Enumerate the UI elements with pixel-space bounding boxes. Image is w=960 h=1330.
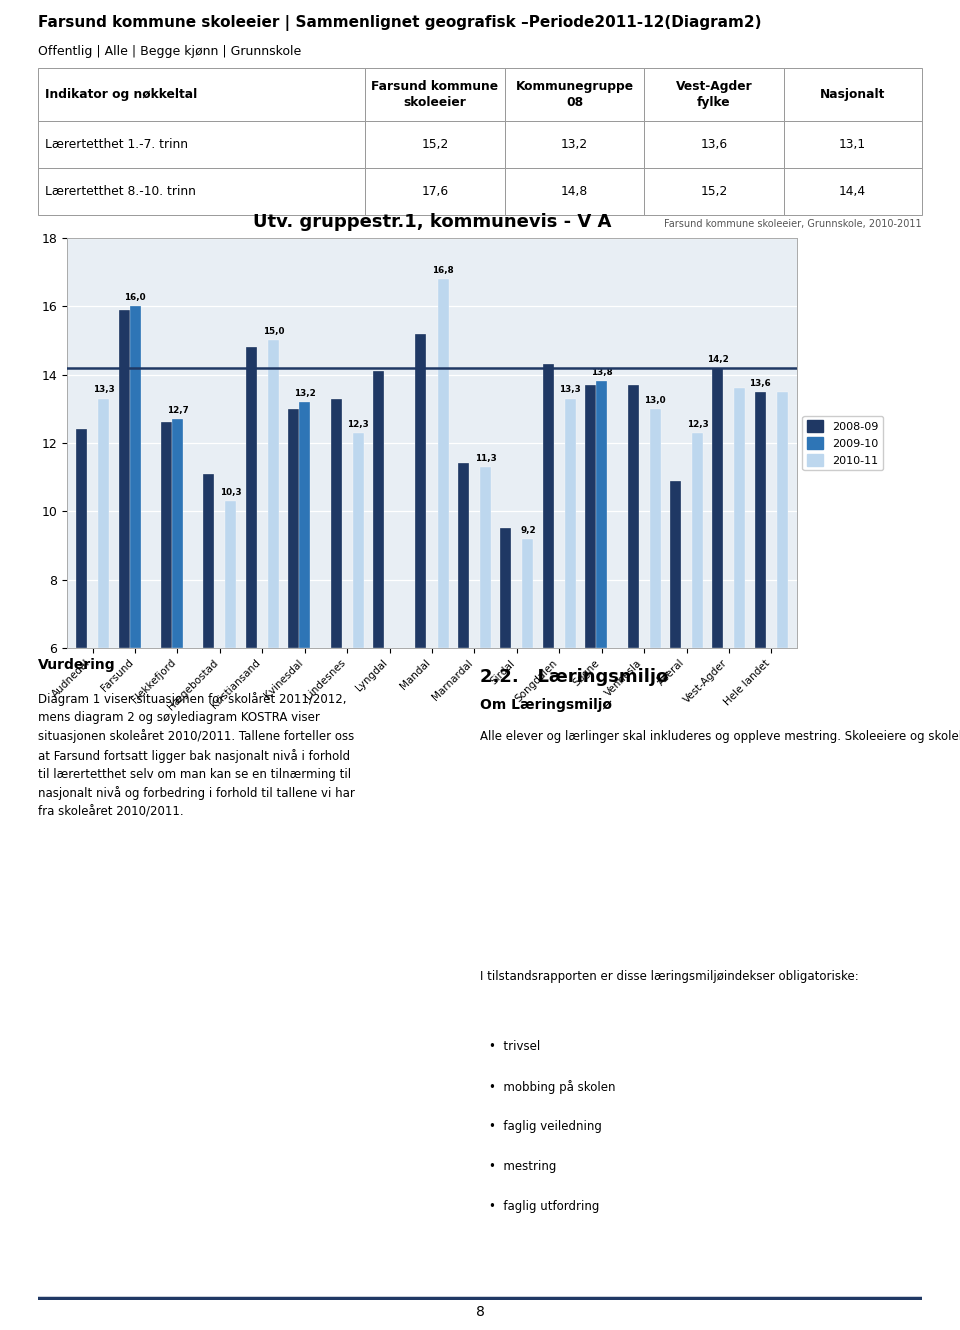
Bar <box>130 306 140 648</box>
Text: 14,4: 14,4 <box>839 185 866 198</box>
Text: I tilstandsrapporten er disse læringsmiljøindekser obligatoriske:: I tilstandsrapporten er disse læringsmil… <box>480 970 859 983</box>
Bar <box>352 432 364 648</box>
Bar <box>692 432 703 648</box>
Text: 10,3: 10,3 <box>220 488 242 497</box>
Text: 13,1: 13,1 <box>839 138 866 150</box>
Bar <box>118 310 130 648</box>
Bar <box>76 430 87 648</box>
Text: •  trivsel: • trivsel <box>489 1040 540 1053</box>
Text: 16,0: 16,0 <box>124 293 146 302</box>
Text: Nasjonalt: Nasjonalt <box>820 88 885 101</box>
Bar <box>644 68 783 121</box>
Text: 15,0: 15,0 <box>263 327 284 336</box>
Bar <box>505 121 644 168</box>
Bar <box>542 364 554 648</box>
Text: 12,3: 12,3 <box>348 420 369 428</box>
Bar <box>505 168 644 215</box>
Bar <box>204 473 214 648</box>
Text: Kommunegruppe
08: Kommunegruppe 08 <box>516 80 634 109</box>
Text: 16,8: 16,8 <box>432 266 454 275</box>
Text: Vest-Agder
fylke: Vest-Agder fylke <box>676 80 753 109</box>
Bar <box>480 467 491 648</box>
Text: Farsund kommune
skoleeier: Farsund kommune skoleeier <box>372 80 498 109</box>
Text: 12,3: 12,3 <box>686 420 708 428</box>
Text: Indikator og nøkkeltal: Indikator og nøkkeltal <box>45 88 198 101</box>
Bar <box>38 168 365 215</box>
Bar <box>596 382 607 648</box>
Text: Lærertetthet 8.-10. trinn: Lærertetthet 8.-10. trinn <box>45 185 197 198</box>
Bar <box>564 399 576 648</box>
Text: 13,8: 13,8 <box>590 368 612 378</box>
Text: 13,0: 13,0 <box>644 396 666 404</box>
Bar <box>226 501 236 648</box>
Bar <box>734 388 746 648</box>
Bar <box>783 121 922 168</box>
Bar <box>628 384 638 648</box>
Bar <box>373 371 384 648</box>
Text: •  mobbing på skolen: • mobbing på skolen <box>489 1080 615 1095</box>
Bar <box>416 334 426 648</box>
Text: 11,3: 11,3 <box>474 454 496 463</box>
Bar <box>783 168 922 215</box>
Text: 13,6: 13,6 <box>750 379 771 387</box>
Bar <box>246 347 257 648</box>
Text: 12,7: 12,7 <box>167 406 188 415</box>
Title: Utv. gruppestr.1, kommunevis - V A: Utv. gruppestr.1, kommunevis - V A <box>252 213 612 231</box>
Bar <box>505 68 644 121</box>
Bar <box>98 399 109 648</box>
Text: 8: 8 <box>475 1306 485 1319</box>
Bar <box>712 368 724 648</box>
Text: Farsund kommune skoleeier, Grunnskole, 2010-2011: Farsund kommune skoleeier, Grunnskole, 2… <box>664 218 922 229</box>
Text: Offentlig | Alle | Begge kjønn | Grunnskole: Offentlig | Alle | Begge kjønn | Grunnsk… <box>38 44 301 57</box>
Bar <box>330 399 342 648</box>
Bar <box>38 68 365 121</box>
Bar <box>783 68 922 121</box>
Text: Lærertetthet 1.-7. trinn: Lærertetthet 1.-7. trinn <box>45 138 188 150</box>
Text: 13,6: 13,6 <box>701 138 728 150</box>
Text: 13,2: 13,2 <box>561 138 588 150</box>
Bar <box>365 121 505 168</box>
Bar <box>650 408 660 648</box>
Text: •  faglig veiledning: • faglig veiledning <box>489 1120 602 1133</box>
Text: 14,8: 14,8 <box>561 185 588 198</box>
Text: Diagram 1 viser situasjonen for skolåret 2011/2012,
mens diagram 2 og søylediagr: Diagram 1 viser situasjonen for skolåret… <box>38 692 355 818</box>
Text: •  faglig utfordring: • faglig utfordring <box>489 1200 599 1213</box>
Bar <box>755 392 766 648</box>
Text: 9,2: 9,2 <box>520 525 536 535</box>
Text: 14,2: 14,2 <box>707 355 729 363</box>
Legend: 2008-09, 2009-10, 2010-11: 2008-09, 2009-10, 2010-11 <box>803 416 883 471</box>
Text: 13,2: 13,2 <box>294 388 316 398</box>
Text: 2.2.   Læringsmiljø: 2.2. Læringsmiljø <box>480 668 668 685</box>
Bar <box>644 168 783 215</box>
Bar <box>365 68 505 121</box>
Bar <box>288 408 300 648</box>
Bar <box>777 392 788 648</box>
Text: 13,3: 13,3 <box>93 386 114 395</box>
Text: 15,2: 15,2 <box>421 138 448 150</box>
Bar <box>161 423 172 648</box>
Text: 13,3: 13,3 <box>560 386 581 395</box>
Bar <box>670 480 681 648</box>
Bar <box>172 419 183 648</box>
Bar <box>438 279 448 648</box>
Text: Farsund kommune skoleeier | Sammenlignet geografisk –Periode2011-12(Diagram2): Farsund kommune skoleeier | Sammenlignet… <box>38 15 762 31</box>
Text: Vurdering: Vurdering <box>38 658 116 672</box>
Bar <box>586 384 596 648</box>
Bar <box>458 463 468 648</box>
Bar <box>38 121 365 168</box>
Bar <box>644 121 783 168</box>
Text: Om Læringsmiljø: Om Læringsmiljø <box>480 698 612 712</box>
Text: Alle elever og lærlinger skal inkluderes og oppleve mestring. Skoleeiere og skol: Alle elever og lærlinger skal inkluderes… <box>480 729 960 743</box>
Bar <box>365 168 505 215</box>
Bar <box>500 528 512 648</box>
Text: 17,6: 17,6 <box>421 185 448 198</box>
Bar <box>268 340 278 648</box>
Text: 15,2: 15,2 <box>701 185 728 198</box>
Text: •  mestring: • mestring <box>489 1160 556 1173</box>
Bar <box>300 402 310 648</box>
Bar <box>522 539 534 648</box>
